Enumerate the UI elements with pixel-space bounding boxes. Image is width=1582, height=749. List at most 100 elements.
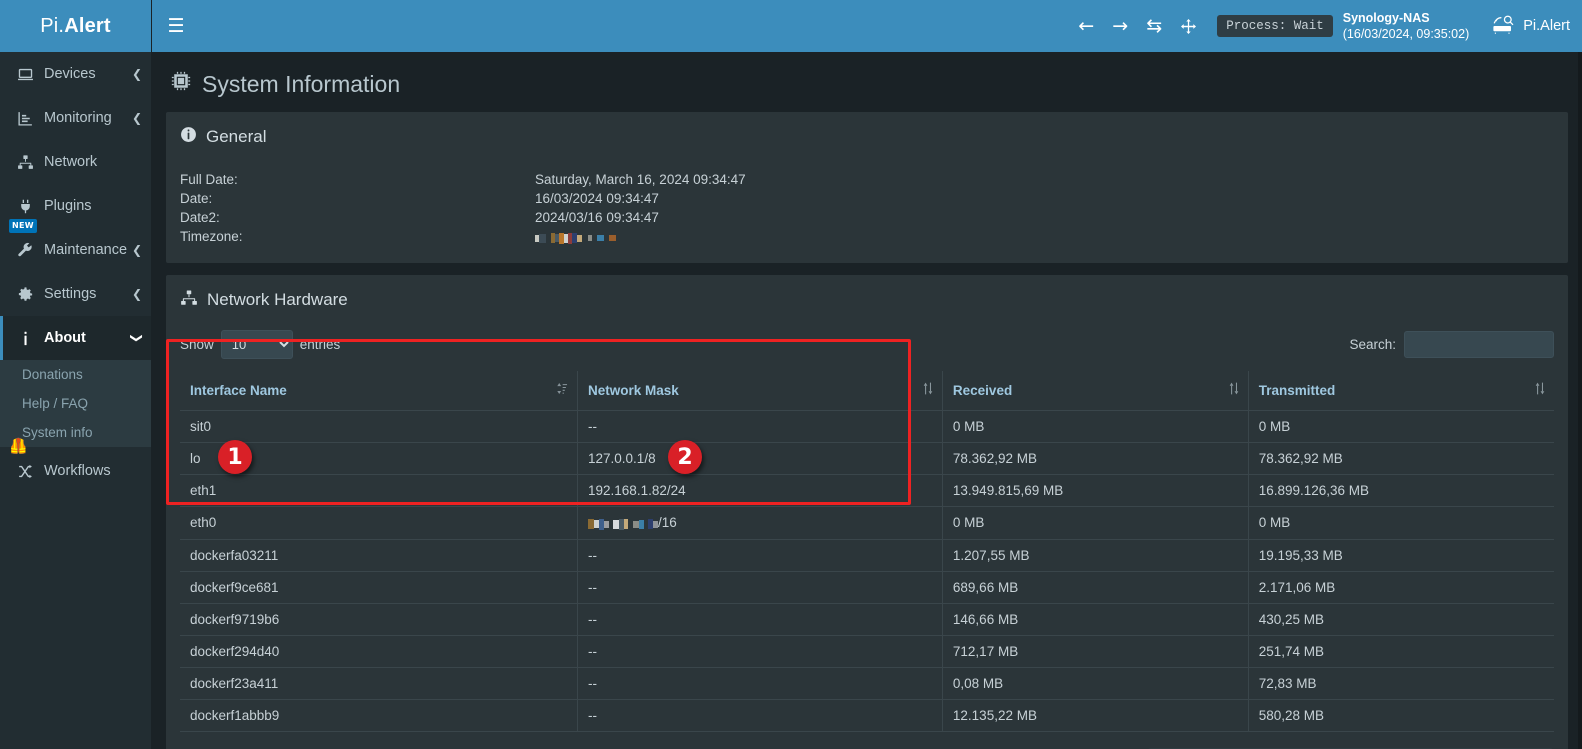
sidebar-item-network[interactable]: Network: [0, 140, 151, 184]
general-panel: General Full Date: Saturday, March 16, 2…: [166, 112, 1568, 263]
brand-text-bold: Alert: [64, 14, 111, 37]
cell-network-mask: --: [577, 667, 943, 700]
table-row[interactable]: eth1 192.168.1.82/24 13.949.815,69 MB 16.89…: [180, 474, 1554, 507]
sidebar-nav: Devices ❮ Monitoring ❮ Network: [0, 52, 151, 493]
column-header-label: Transmitted: [1258, 382, 1336, 398]
table-row[interactable]: sit0 -- 0 MB 0 MB: [180, 410, 1554, 443]
column-header-label: Received: [952, 382, 1013, 398]
laptop-icon: [17, 66, 39, 83]
sidebar-item-label: Workflows: [44, 463, 111, 479]
cell-transmitted: 19.195,33 MB: [1248, 539, 1554, 572]
table-row[interactable]: eth0/16 0 MB 0 MB: [180, 506, 1554, 540]
main-column: ☰ ← → ⇆ Process: Wait Synology-NAS (16/0…: [152, 0, 1582, 749]
hamburger-icon[interactable]: ☰: [167, 15, 185, 37]
sidebar-item-label: Plugins: [44, 198, 92, 214]
cell-received: 0,08 MB: [942, 667, 1249, 700]
sidebar-subitem-system-info[interactable]: System info: [0, 418, 151, 447]
cell-network-mask: --: [577, 539, 943, 572]
table-row[interactable]: dockerf294d40 -- 712,17 MB 251,74 MB: [180, 635, 1554, 668]
microchip-icon: [170, 70, 192, 98]
cell-transmitted: 580,28 MB: [1248, 699, 1554, 732]
column-header-network-mask[interactable]: Network Mask: [577, 370, 943, 411]
network-hardware-panel-title: Network Hardware: [207, 290, 348, 310]
sidebar-item-workflows[interactable]: 🦺 Workflows: [0, 439, 151, 493]
column-header-label: Interface Name: [190, 382, 287, 398]
network-hardware-panel-body: Show 102550100 entries Search:: [166, 318, 1568, 749]
shuffle-icon: [17, 463, 39, 480]
refresh-icon[interactable]: ⇆: [1146, 15, 1163, 37]
page-length-select[interactable]: 102550100: [220, 329, 293, 359]
cell-interface-name: eth1: [180, 474, 579, 507]
table-head: Interface Name Network Mask: [180, 370, 1554, 411]
sidebar-subitem-label: Help / FAQ: [22, 396, 89, 411]
general-value: 16/03/2024 09:34:47: [535, 191, 659, 206]
brand-text-light: Pi.: [40, 14, 65, 37]
sidebar-item-label: Devices: [44, 66, 96, 82]
general-value: 2024/03/16 09:34:47: [535, 210, 659, 225]
info-circle-icon: [180, 126, 197, 148]
sidebar-item-label: Settings: [44, 286, 97, 302]
arrows-move-icon[interactable]: [1171, 0, 1205, 52]
column-header-transmitted[interactable]: Transmitted: [1248, 370, 1554, 411]
table-row[interactable]: dockerf23a411 -- 0,08 MB 72,83 MB: [180, 667, 1554, 700]
arrow-right-icon[interactable]: →: [1112, 15, 1129, 37]
cell-transmitted: 430,25 MB: [1248, 603, 1554, 636]
chevron-left-icon: ❮: [131, 287, 142, 301]
cell-transmitted: 251,74 MB: [1248, 635, 1554, 668]
cell-received: 13.949.815,69 MB: [942, 474, 1249, 507]
column-header-interface-name[interactable]: Interface Name: [180, 370, 579, 411]
scrollbar-track[interactable]: [1578, 52, 1582, 749]
table-row[interactable]: dockerf1abbb9 -- 12.135,22 MB 580,28 MB: [180, 699, 1554, 732]
sidebar-subitem-label: Donations: [22, 367, 83, 382]
sidebar-item-plugins[interactable]: Plugins: [0, 184, 151, 228]
sidebar-item-maintenance[interactable]: NEW Maintenance ❮: [0, 219, 151, 272]
table-row[interactable]: dockerf9ce681 -- 689,66 MB 2.171,06 MB: [180, 571, 1554, 604]
sidebar-item-monitoring[interactable]: Monitoring ❮: [0, 96, 151, 140]
network-hardware-table: Interface Name Network Mask: [180, 370, 1554, 732]
sidebar-subitem-label: System info: [22, 425, 93, 440]
general-value: Saturday, March 16, 2024 09:34:47: [535, 172, 746, 187]
host-time-label: (16/03/2024, 09:35:02): [1342, 27, 1470, 41]
cell-interface-name: eth0: [180, 506, 579, 540]
sidebar-item-about[interactable]: About ❯: [0, 316, 151, 360]
cell-received: 0 MB: [942, 410, 1249, 443]
sidebar-item-label: Monitoring: [44, 110, 112, 126]
table-row[interactable]: dockerf9719b6 -- 146,66 MB 430,25 MB: [180, 603, 1554, 636]
table-row[interactable]: lo 127.0.0.1/8 78.362,92 MB 78.362,92 MB: [180, 442, 1554, 475]
top-navbar: ☰ ← → ⇆ Process: Wait Synology-NAS (16/0…: [152, 0, 1582, 52]
cell-interface-name: dockerf1abbb9: [180, 699, 579, 732]
cell-transmitted: 0 MB: [1248, 410, 1554, 443]
entries-label: entries: [299, 336, 341, 352]
table-row[interactable]: dockerfa03211 -- 1.207,55 MB 19.195,33 MB: [180, 539, 1554, 572]
general-key: Timezone:: [180, 229, 243, 244]
datatable-controls: Show 102550100 entries Search:: [180, 324, 1554, 371]
sort-desc-icon: [556, 382, 568, 398]
brand-logo[interactable]: Pi. Alert: [0, 0, 151, 52]
general-panel-title: General: [206, 127, 267, 146]
cell-network-mask: 127.0.0.1/8: [577, 442, 943, 475]
general-panel-header: General: [166, 114, 1568, 154]
sidebar-item-devices[interactable]: Devices ❮: [0, 52, 151, 96]
sidebar-subitem-help-faq[interactable]: Help / FAQ: [0, 389, 151, 418]
column-header-received[interactable]: Received: [942, 370, 1249, 411]
hostname-label: Synology-NAS: [1342, 11, 1430, 25]
general-value-redacted: [535, 227, 1554, 247]
sidebar-item-settings[interactable]: Settings ❮: [0, 272, 151, 316]
arrow-left-icon[interactable]: ←: [1078, 15, 1095, 37]
table-row: Full Date: Saturday, March 16, 2024 09:3…: [180, 170, 1554, 189]
cell-interface-name: dockerf23a411: [180, 667, 579, 700]
chevron-left-icon: ❮: [131, 111, 142, 125]
user-label: Pi.Alert: [1523, 18, 1570, 34]
search-input[interactable]: [1404, 330, 1554, 358]
user-menu[interactable]: Pi.Alert: [1491, 13, 1570, 39]
chart-bar-icon: [17, 110, 39, 127]
wrench-icon: [17, 242, 39, 259]
info-icon: [17, 330, 39, 347]
sidebar-subitem-donations[interactable]: Donations: [0, 360, 151, 389]
plug-icon: [17, 198, 39, 215]
cell-received: 12.135,22 MB: [942, 699, 1249, 732]
search-label: Search:: [1349, 336, 1396, 352]
cell-interface-name: lo: [180, 442, 579, 475]
sitemap-icon: [180, 289, 198, 312]
